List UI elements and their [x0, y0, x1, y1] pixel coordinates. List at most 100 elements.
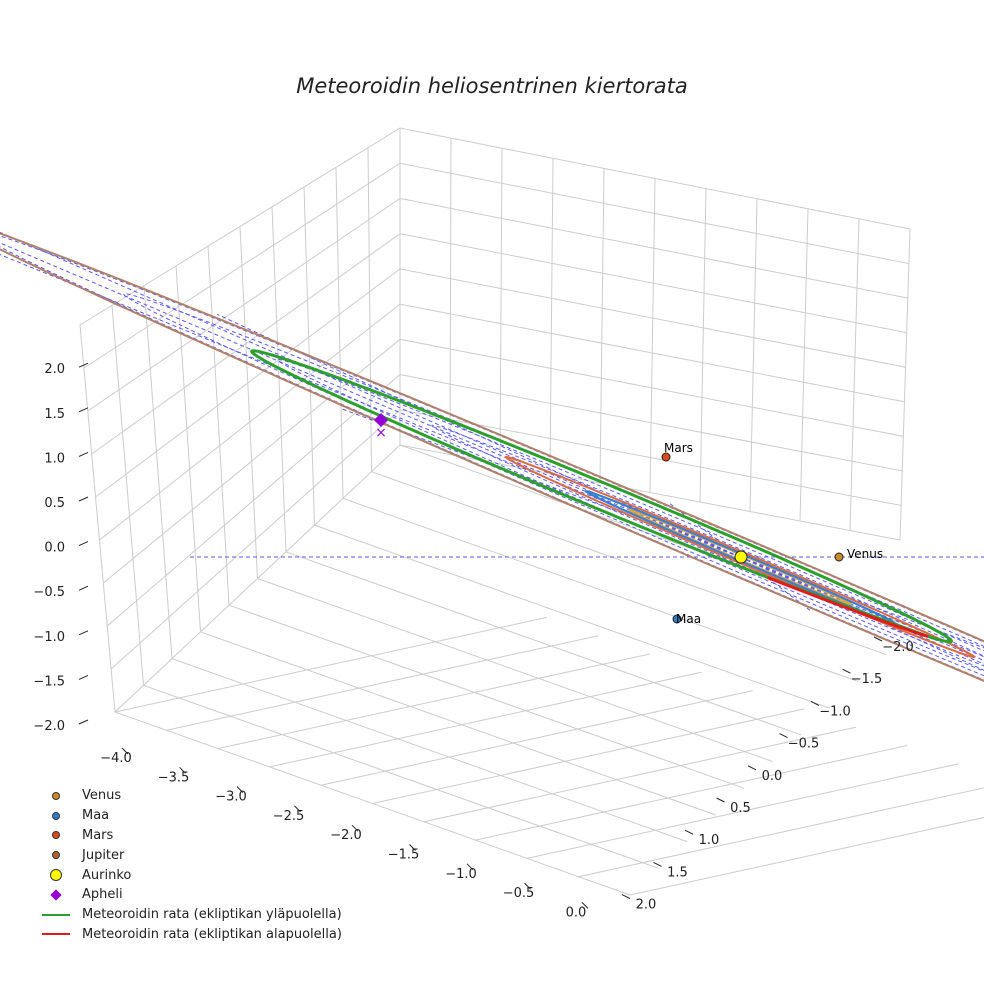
z-tick-mark [78, 719, 89, 725]
x-tick-label: 0.0 [566, 905, 587, 920]
grid-line [200, 631, 716, 816]
grid-line [99, 303, 905, 541]
grid-line [175, 265, 201, 632]
grid-line [423, 726, 856, 823]
grid-line [87, 197, 908, 412]
legend-dot-icon [52, 791, 60, 800]
legend-dot-icon [52, 811, 60, 820]
y-tick-label: −1.0 [819, 704, 851, 719]
z-tick-mark [78, 451, 89, 457]
z-tick-label: −2.0 [33, 719, 65, 734]
y-tick-label: 2.0 [636, 898, 657, 913]
reference-spoke [217, 313, 741, 558]
y-tick-mark [810, 700, 820, 706]
venus-marker [834, 552, 844, 562]
legend-label-jupiter: Jupiter [82, 847, 125, 863]
z-tick-label: 2.0 [44, 362, 65, 377]
y-tick-mark [684, 829, 694, 835]
z-tick-label: −0.5 [33, 585, 65, 600]
grid-line [849, 218, 860, 531]
x-tick-label: −3.5 [158, 770, 190, 785]
legend-marker-jupiter [40, 848, 74, 862]
grid-line [110, 409, 902, 670]
markers-layer: × Venus Maa Mars [374, 413, 883, 626]
legend-marker-maa [40, 809, 74, 823]
x-tick-mark [409, 844, 416, 851]
grid-line [171, 658, 688, 843]
legend-marker-orbit-below [40, 927, 74, 941]
x-tick-label: −1.0 [445, 867, 477, 882]
legend-diamond-icon [50, 889, 62, 901]
grid-line [899, 228, 911, 541]
grid-line [271, 206, 287, 552]
x-tick-label: −4.0 [100, 751, 132, 766]
reference-spoke [0, 231, 741, 558]
planet-label-mars: Mars [664, 441, 693, 455]
y-tick-mark [842, 668, 851, 674]
grid-line [578, 787, 984, 878]
legend-item-mars: Mars [40, 826, 342, 846]
grid-line [367, 147, 372, 472]
legend-marker-orbit-above [40, 908, 74, 922]
grid-line [499, 148, 503, 465]
legend-dot-icon [52, 851, 60, 860]
grid-line [111, 305, 144, 686]
z-tick-label: −1.5 [33, 674, 65, 689]
x-tick-label: −0.5 [503, 886, 535, 901]
z-tick-label: 0.5 [44, 496, 65, 511]
legend-label-orbit-below: Meteoroidin rata (ekliptikan alapuolella… [82, 926, 342, 942]
y-tick-mark [653, 861, 662, 867]
grid-line [143, 684, 659, 869]
legend-item-aurinko: Aurinko [40, 865, 342, 885]
z-tick-mark [78, 362, 89, 368]
grid-line [217, 653, 650, 750]
z-tick-label: 1.0 [44, 451, 65, 466]
x-tick-mark [121, 747, 129, 755]
grid-line [95, 268, 906, 498]
legend-dot-icon [52, 831, 60, 840]
legend-marker-aurinko [40, 868, 74, 882]
legend-item-orbit-above: Meteoroidin rata (ekliptikan yläpuolella… [40, 905, 342, 925]
legend-marker-apheli [40, 888, 74, 902]
x-tick-mark [581, 902, 589, 909]
y-tick-mark [747, 765, 757, 771]
jupiter-orbit [0, 232, 984, 682]
grid-line [166, 635, 599, 731]
z-tick-mark [78, 674, 89, 680]
reference-spoke [0, 254, 741, 558]
grid-line [799, 208, 809, 522]
grid-line [342, 497, 859, 682]
y-tick-mark [779, 733, 788, 739]
grid-line [228, 604, 745, 789]
grid-layer [79, 127, 984, 896]
legend-item-jupiter: Jupiter [40, 845, 342, 865]
meteoroid-orbit-below [766, 576, 929, 638]
legend-label-venus: Venus [82, 788, 122, 804]
legend-marker-venus [40, 789, 74, 803]
grid-line [103, 338, 904, 584]
grid-line [599, 168, 605, 484]
grid-line [649, 178, 656, 493]
legend-item-maa: Maa [40, 806, 342, 826]
y-tick-mark [873, 636, 883, 642]
mars-orbit [504, 455, 976, 659]
grid-line [106, 374, 903, 627]
legend-item-apheli: Apheli [40, 885, 342, 905]
legend-label-orbit-above: Meteoroidin rata (ekliptikan yläpuolella… [82, 907, 342, 923]
grid-line [79, 324, 116, 713]
grid-line [79, 127, 911, 326]
x-tick-label: −3.0 [215, 790, 247, 805]
y-tick-label: 0.0 [762, 769, 783, 784]
mars-marker [661, 452, 671, 462]
earth-orbit [584, 490, 896, 624]
z-tick-mark [78, 585, 89, 591]
z-tick-mark [78, 541, 89, 547]
legend-line-icon [42, 933, 70, 936]
z-tick-label: 1.5 [44, 407, 65, 422]
z-tick-mark [78, 630, 89, 636]
grid-line [257, 578, 773, 762]
grid-line [239, 226, 258, 579]
x-tick-label: −2.5 [273, 809, 305, 824]
y-tick-label: 1.0 [699, 833, 720, 848]
